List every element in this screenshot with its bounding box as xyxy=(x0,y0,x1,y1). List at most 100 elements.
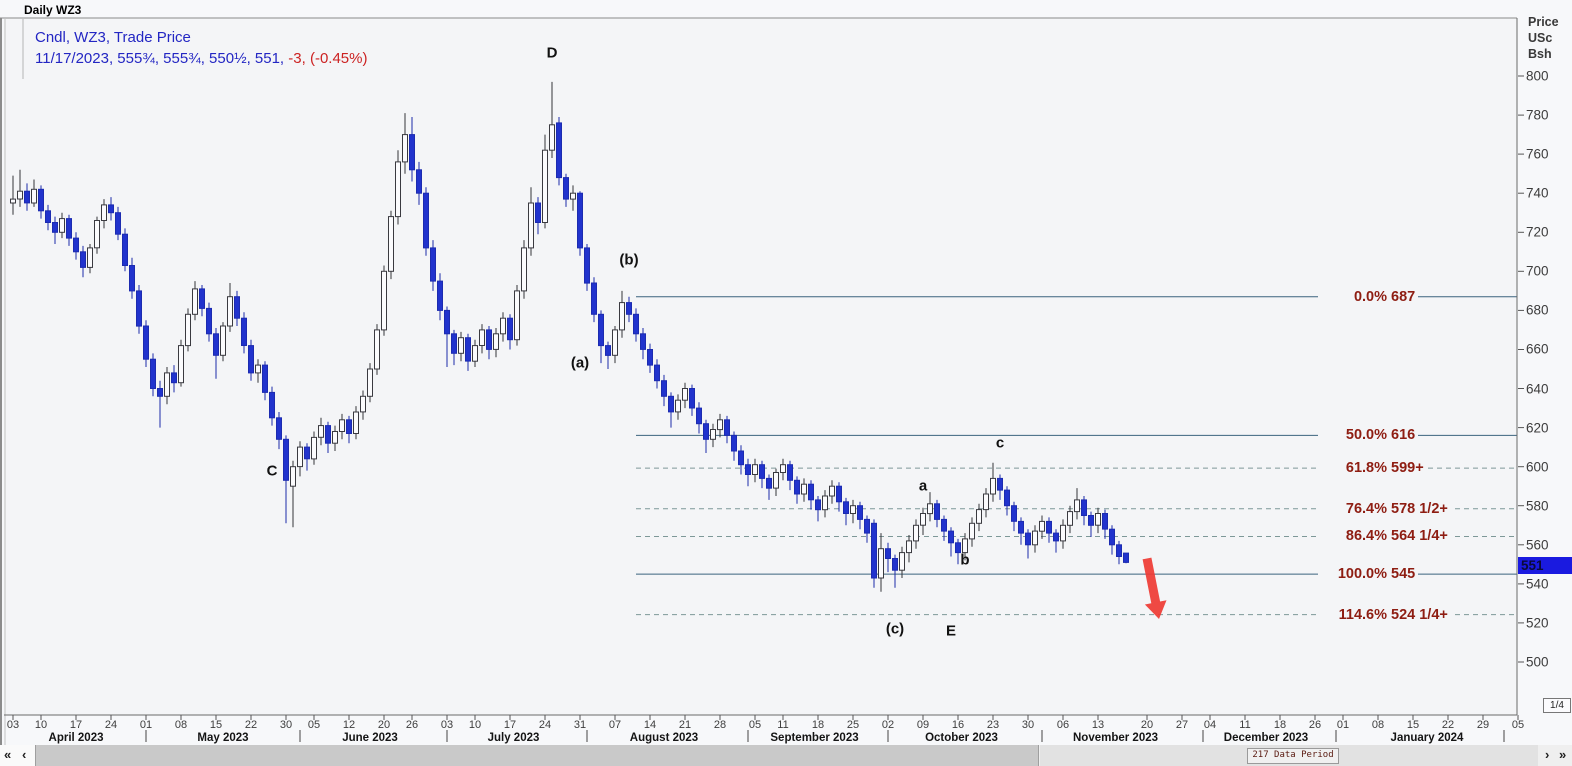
date-tick-label: 05 xyxy=(748,719,762,731)
fib-pct-label: 76.4% xyxy=(1318,500,1390,517)
fib-value-label: 599+ xyxy=(1388,460,1427,477)
date-tick-label: 15 xyxy=(1406,719,1420,731)
date-tick-label: 16 xyxy=(951,719,965,731)
price-tick-label: 740 xyxy=(1526,185,1549,201)
date-tick-label: 11 xyxy=(1239,719,1251,731)
price-tick-label: 780 xyxy=(1526,107,1549,123)
date-tick-label: 15 xyxy=(209,719,223,731)
month-label: May 2023 xyxy=(197,732,249,744)
date-tick-label: 14 xyxy=(643,719,657,731)
scroll-first-button[interactable]: « xyxy=(4,747,12,762)
date-tick-label: 23 xyxy=(986,719,1000,731)
price-tick-label: 680 xyxy=(1526,302,1549,318)
date-tick-label: 21 xyxy=(678,719,692,731)
month-label: July 2023 xyxy=(487,732,540,744)
price-tick-label: 580 xyxy=(1526,498,1549,514)
axis-unit-price: Price xyxy=(1528,15,1559,29)
fib-value-label: 524 1/4+ xyxy=(1388,606,1451,623)
horizontal-scrollbar[interactable]: « ‹ 217 Data Period › » xyxy=(0,745,1572,766)
date-tick-label: 28 xyxy=(713,719,727,731)
scroll-prev-button[interactable]: ‹ xyxy=(22,747,27,762)
wave-label-b: b xyxy=(960,551,970,569)
price-denominator-box: 1/4 xyxy=(1543,698,1571,713)
date-tick-label: 10 xyxy=(34,719,48,731)
date-tick-label: 08 xyxy=(174,719,188,731)
price-tick-label: 560 xyxy=(1526,537,1549,553)
date-tick-label: 29 xyxy=(1476,719,1490,731)
date-tick-label: 20 xyxy=(1140,719,1154,731)
date-tick-label: 25 xyxy=(846,719,860,731)
month-label: November 2023 xyxy=(1072,732,1159,744)
month-label: December 2023 xyxy=(1223,732,1309,744)
legend-series-line: Cndl, WZ3, Trade Price xyxy=(35,29,191,46)
fib-value-label: 545 xyxy=(1388,566,1419,583)
month-label: April 2023 xyxy=(48,732,104,744)
price-tick-label: 500 xyxy=(1526,654,1549,670)
wave-label-b: (b) xyxy=(619,251,639,269)
month-label: January 2024 xyxy=(1390,732,1464,744)
month-label: September 2023 xyxy=(770,732,859,744)
date-tick-label: 18 xyxy=(811,719,825,731)
price-tick-label: 640 xyxy=(1526,381,1549,397)
date-tick-label: 30 xyxy=(1021,719,1035,731)
price-tick-label: 520 xyxy=(1526,615,1549,631)
scroll-last-button[interactable]: » xyxy=(1559,747,1567,762)
date-tick-label: 27 xyxy=(1175,719,1189,731)
price-tick-label: 700 xyxy=(1526,263,1549,279)
date-tick-label: 01 xyxy=(139,719,153,731)
scrollbar-left-buttons: « ‹ xyxy=(0,745,35,766)
window-title: Daily WZ3 xyxy=(24,3,82,17)
fib-pct-label: 50.0% xyxy=(1318,427,1390,444)
legend-ohlc-values: 11/17/2023, 555¾, 555¾, 550½, 551, xyxy=(35,50,285,67)
price-tick-label: 600 xyxy=(1526,459,1549,475)
wave-label-C: C xyxy=(266,462,278,480)
price-tick-label: 540 xyxy=(1526,576,1549,592)
axis-unit-usc: USc xyxy=(1528,31,1553,45)
axis-unit-bsh: Bsh xyxy=(1528,47,1552,61)
date-tick-label: 05 xyxy=(307,719,321,731)
date-tick-label: 30 xyxy=(279,719,293,731)
wave-label-c: (c) xyxy=(885,620,905,638)
fib-pct-label: 61.8% xyxy=(1318,460,1390,477)
date-tick-label: 22 xyxy=(1441,719,1455,731)
down-arrow-annotation xyxy=(1142,557,1167,619)
date-tick-label: 11 xyxy=(777,719,789,731)
date-tick-label: 26 xyxy=(1308,719,1322,731)
date-tick-label: 24 xyxy=(538,719,552,731)
date-tick-label: 17 xyxy=(69,719,83,731)
wave-label-a: (a) xyxy=(570,354,590,372)
date-tick-label: 18 xyxy=(1273,719,1287,731)
wave-label-E: E xyxy=(945,622,957,640)
date-tick-label: 06 xyxy=(1056,719,1070,731)
date-tick-label: 04 xyxy=(1203,719,1217,731)
wave-label-a: a xyxy=(918,477,928,495)
legend-quote-line: 11/17/2023, 555¾, 555¾, 550½, 551, -3, (… xyxy=(35,48,367,69)
price-tick-label: 720 xyxy=(1526,224,1549,240)
price-tick-label: 760 xyxy=(1526,146,1549,162)
fib-value-label: 616 xyxy=(1388,427,1419,444)
data-period-label: 217 Data Period xyxy=(1247,748,1339,764)
month-label: June 2023 xyxy=(342,732,398,744)
date-tick-label: 03 xyxy=(440,719,454,731)
last-price-badge: 551 xyxy=(1518,557,1572,574)
date-tick-label: 09 xyxy=(916,719,930,731)
scrollbar-thumb[interactable] xyxy=(35,745,1039,766)
fib-value-label: 578 1/2+ xyxy=(1388,500,1451,517)
legend-net-change: -3, (-0.45%) xyxy=(284,50,368,67)
date-tick-label: 05 xyxy=(1511,719,1525,731)
price-axis-unit: Price USc Bsh xyxy=(1528,14,1559,62)
price-tick-label: 660 xyxy=(1526,341,1549,357)
fib-value-label: 564 1/4+ xyxy=(1388,528,1451,545)
date-tick-label: 24 xyxy=(104,719,118,731)
month-label: October 2023 xyxy=(925,732,998,744)
scroll-next-button[interactable]: › xyxy=(1545,747,1550,762)
date-tick-label: 02 xyxy=(881,719,895,731)
date-tick-label: 07 xyxy=(608,719,622,731)
month-label: August 2023 xyxy=(629,732,699,744)
fib-pct-label: 114.6% xyxy=(1318,606,1390,623)
wave-label-D: D xyxy=(546,44,558,62)
date-tick-label: 12 xyxy=(342,719,356,731)
date-tick-label: 17 xyxy=(503,719,517,731)
